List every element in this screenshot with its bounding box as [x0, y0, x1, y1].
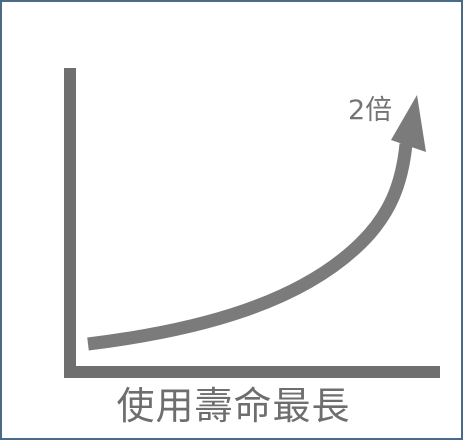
diagram-caption: 使用壽命最長: [116, 384, 351, 428]
curve-arrowhead: [391, 95, 426, 152]
x-axis: [64, 366, 440, 378]
curve-label: 2倍: [348, 95, 392, 126]
y-axis: [64, 68, 76, 378]
growth-curve: [87, 143, 413, 351]
